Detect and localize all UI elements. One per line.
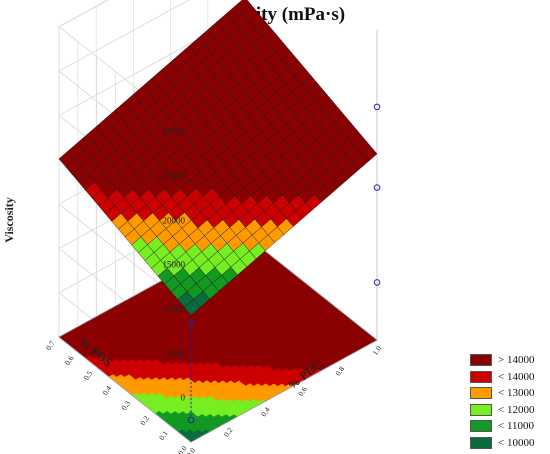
z-tick-label: 30000	[163, 127, 186, 137]
x-tick-label: 0.0	[185, 446, 198, 454]
legend-swatch	[470, 436, 492, 449]
data-point	[187, 416, 195, 424]
legend-label: < 12000	[498, 403, 535, 416]
legend-swatch	[470, 354, 492, 367]
legend-entry: < 14000	[470, 369, 534, 386]
y-tick-label: 0.3	[119, 399, 132, 412]
z-axis-label: Viscosity	[2, 197, 16, 243]
z-tick-label: 20000	[163, 215, 186, 225]
y-tick-label: 0.1	[157, 429, 170, 442]
legend-swatch	[470, 370, 492, 383]
x-tick-label: 0.2	[222, 426, 235, 439]
legend-swatch	[470, 387, 492, 400]
y-tick-label: 0.6	[63, 354, 76, 367]
legend-swatch	[470, 420, 492, 433]
z-tick-label: 25000	[163, 171, 186, 181]
legend-swatch	[470, 403, 492, 416]
x-tick-label: 0.8	[333, 364, 346, 377]
legend-label: < 11000	[498, 420, 535, 433]
data-point	[187, 319, 195, 326]
data-point	[373, 103, 381, 111]
legend-entry: < 11000	[470, 418, 534, 435]
response-surface	[58, 0, 378, 316]
z-tick-label: 10000	[163, 304, 186, 314]
y-tick-label: 0.5	[82, 369, 95, 382]
legend-entry: < 13000	[470, 385, 534, 402]
legend-label: > 14000	[498, 354, 535, 367]
y-tick-label: 0.0	[176, 444, 189, 454]
legend-label: < 10000	[498, 436, 535, 449]
z-tick-label: 15000	[163, 260, 186, 270]
data-point	[373, 184, 381, 191]
observed-points	[187, 103, 381, 424]
data-point	[373, 279, 381, 286]
legend-label: < 13000	[498, 387, 535, 400]
legend: > 14000 < 14000 < 13000 < 12000 < 11000 < 100…	[470, 352, 534, 451]
legend-label: < 14000	[498, 370, 535, 383]
legend-entry: > 14000	[470, 352, 534, 369]
y-tick-label: 0.7	[44, 339, 57, 352]
legend-entry: < 10000	[470, 435, 534, 452]
surface-cell	[360, 145, 378, 163]
z-tick-label: 0	[181, 393, 186, 403]
y-tick-label: 0.4	[100, 384, 113, 397]
y-tick-label: 0.2	[138, 414, 151, 427]
legend-entry: < 12000	[470, 402, 534, 419]
x-tick-label: 1.0	[371, 344, 384, 357]
z-tick-label: 5000	[167, 348, 186, 358]
x-tick-label: 0.4	[259, 405, 272, 418]
